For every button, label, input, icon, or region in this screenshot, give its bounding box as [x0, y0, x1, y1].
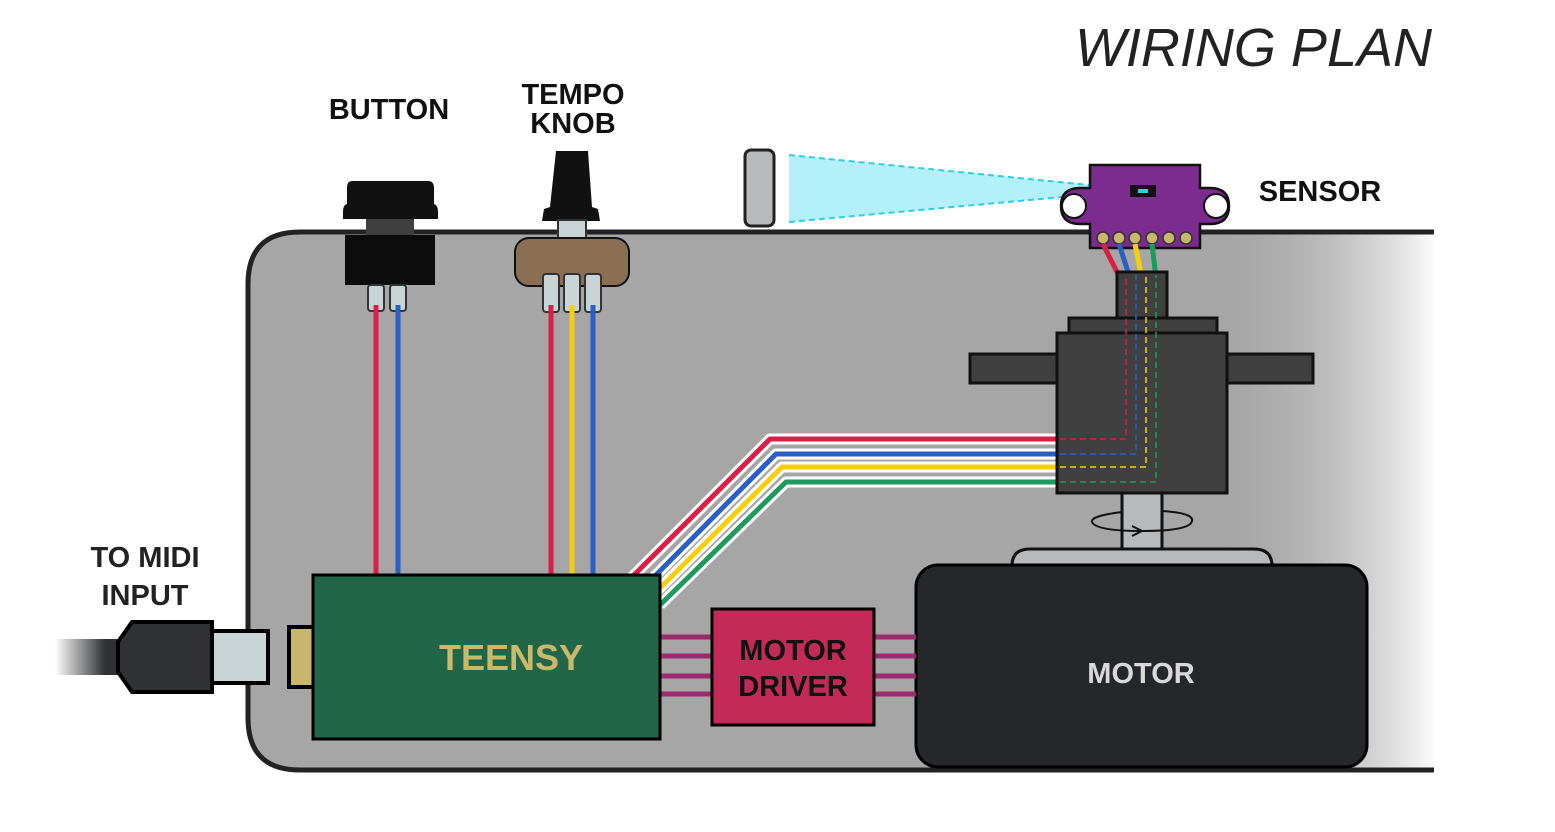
- sensor-label: SENSOR: [1259, 176, 1382, 208]
- diagram-title: WIRING PLAN: [1075, 18, 1433, 78]
- hidden-sensor-wires: [1060, 275, 1157, 483]
- svg-text:TEMPO: TEMPO: [521, 79, 624, 111]
- motor: [914, 547, 1369, 769]
- button-label: BUTTON: [329, 94, 449, 126]
- driver-wires: [660, 634, 916, 697]
- motor-driver: [710, 607, 876, 727]
- teensy-label: TEENSY: [439, 637, 583, 678]
- tempo-knob-label: TEMPO KNOB: [521, 79, 624, 140]
- rotation-arrow-icon: [1090, 510, 1194, 537]
- svg-text:INPUT: INPUT: [102, 580, 189, 612]
- sensor-board: [1059, 163, 1231, 250]
- tempo-knob: [514, 151, 630, 313]
- sensor-wires: [628, 242, 1159, 609]
- midi-input-label: TO MIDI INPUT: [90, 542, 199, 612]
- motor-driver-label: MOTOR DRIVER: [738, 635, 848, 703]
- motor-label: MOTOR: [1087, 658, 1194, 690]
- svg-text:MOTOR: MOTOR: [739, 635, 846, 667]
- svg-text:TO MIDI: TO MIDI: [90, 542, 199, 574]
- reflector-target: [743, 148, 776, 228]
- svg-text:DRIVER: DRIVER: [738, 671, 848, 703]
- push-button: [343, 181, 438, 312]
- button-wires: [373, 305, 401, 577]
- teensy-board: [311, 573, 662, 741]
- knob-wires: [548, 305, 596, 577]
- svg-text:KNOB: KNOB: [530, 108, 615, 140]
